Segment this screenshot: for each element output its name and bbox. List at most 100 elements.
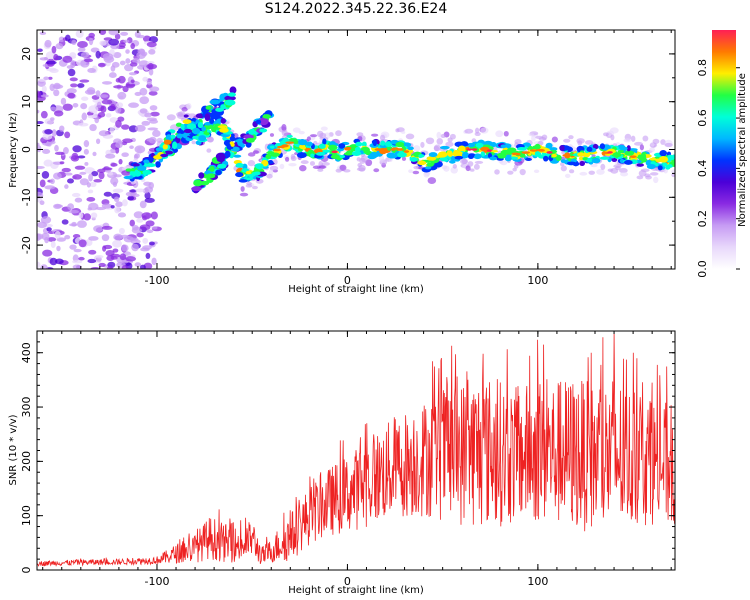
heatmap-cell	[130, 79, 135, 83]
heatmap-cell	[148, 49, 156, 55]
heatmap-cell	[37, 261, 41, 269]
heatmap-cell	[144, 112, 152, 118]
heatmap-cell	[636, 175, 644, 180]
heatmap-branch-cell	[209, 99, 221, 105]
heatmap-ridge-cell	[559, 145, 565, 151]
heatmap-cell	[413, 145, 421, 152]
page-title: S124.2022.345.22.36.E24	[264, 1, 448, 17]
heatmap-cell	[138, 60, 150, 68]
heatmap-cell	[591, 154, 596, 158]
heatmap-ridge-cell	[265, 153, 272, 160]
heatmap-cell	[54, 144, 59, 152]
heatmap-cell	[405, 133, 415, 140]
heatmap-ridge-cell	[270, 152, 280, 157]
heatmap-ridge-cell	[180, 123, 185, 130]
heatmap-ridge-cell	[409, 157, 418, 162]
heatmap-cell	[103, 55, 115, 63]
heatmap-cell	[480, 127, 489, 134]
heatmap-cell	[206, 148, 212, 153]
heatmap-cell	[75, 30, 84, 38]
heatmap-ridge-cell	[500, 144, 508, 148]
heatmap-cell	[464, 128, 474, 134]
heatmap-cell	[72, 102, 79, 108]
heatmap-cell	[84, 58, 94, 63]
heatmap-branch-cell	[215, 169, 222, 176]
heatmap-cell	[87, 68, 96, 74]
heatmap-ridge-cell	[380, 140, 386, 146]
heatmap-cell	[143, 181, 152, 186]
heatmap-ridge-cell	[297, 139, 308, 146]
heatmap-ridge-cell	[424, 166, 432, 170]
heatmap-cell	[87, 115, 98, 119]
heatmap-cell	[110, 205, 115, 209]
heatmap-ridge-cell	[165, 134, 173, 141]
heatmap-cell	[84, 89, 96, 95]
heatmap-cell	[321, 162, 330, 166]
heatmap-cell	[64, 184, 69, 189]
heatmap-cell	[53, 110, 64, 117]
heatmap-cell	[129, 219, 135, 227]
heatmap-cell	[150, 211, 158, 220]
heatmap-cell	[113, 196, 120, 203]
heatmap-cell	[671, 169, 675, 174]
heatmap-cell	[129, 62, 138, 67]
heatmap-peak-cell	[521, 151, 531, 154]
heatmap-cell	[147, 127, 159, 131]
heatmap-cell	[42, 133, 53, 140]
heatmap-cell	[53, 172, 62, 180]
heatmap-cell	[37, 121, 44, 125]
heatmap-cell	[129, 237, 139, 242]
heatmap-cell	[94, 255, 104, 259]
y-tick-label: 100	[20, 505, 33, 526]
heatmap-cell	[559, 162, 565, 167]
heatmap-cell	[379, 134, 386, 141]
heatmap-cell	[117, 91, 127, 100]
heatmap-cell	[101, 203, 113, 209]
heatmap-cell	[120, 31, 129, 36]
snr-panel: -100 0 100 0 100 200 300 400 Height of straigh…	[8, 330, 676, 596]
heatmap-ridge-cell	[321, 149, 332, 153]
heatmap-peak-cell	[649, 157, 657, 161]
heatmap-cell	[89, 123, 97, 132]
heatmap-cell	[596, 169, 605, 175]
heatmap-cell	[110, 256, 118, 260]
heatmap-cell	[37, 109, 40, 114]
heatmap-cell	[152, 129, 161, 138]
heatmap-cell	[108, 72, 117, 79]
heatmap-cell	[64, 131, 71, 139]
heatmap-cell	[292, 127, 301, 133]
y-tick-label: 300	[20, 397, 33, 418]
heatmap-cell	[83, 148, 89, 155]
snr-y-label: SNR (10 * v/v)	[8, 414, 19, 485]
heatmap-cell	[623, 138, 632, 143]
heatmap-peak-cell	[629, 155, 637, 158]
heatmap-cell	[288, 163, 297, 167]
heatmap-cell	[640, 168, 650, 173]
heatmap-cell	[649, 147, 655, 153]
heatmap-cell	[335, 130, 342, 137]
heatmap-peak-cell	[529, 149, 538, 152]
heatmap-cell	[87, 189, 94, 194]
x-tick-label: -100	[144, 575, 169, 588]
heatmap-ridge-cell	[128, 175, 133, 179]
heatmap-ridge-cell	[621, 146, 628, 151]
heatmap-ridge-cell	[163, 139, 172, 145]
heatmap-ridge-cell	[657, 165, 663, 171]
heatmap-cell	[128, 72, 137, 76]
heatmap-ridge-cell	[577, 147, 584, 151]
heatmap-ridge-cell	[646, 164, 656, 170]
heatmap-cell	[473, 163, 480, 170]
heatmap-cell	[339, 164, 347, 171]
heatmap-branch-cell	[229, 86, 237, 94]
x-tick-label: 100	[527, 575, 548, 588]
heatmap-cell	[139, 96, 150, 105]
heatmap-cell	[88, 173, 94, 182]
heatmap-ridge-cell	[125, 168, 133, 172]
heatmap-ridge-cell	[397, 152, 407, 158]
heatmap-branch-cell	[215, 152, 226, 161]
heatmap-ridge-cell	[354, 146, 361, 152]
heatmap-cell	[79, 79, 90, 83]
heatmap-peak-cell	[538, 149, 545, 152]
heatmap-cell	[279, 163, 285, 170]
heatmap-cell	[519, 168, 526, 176]
